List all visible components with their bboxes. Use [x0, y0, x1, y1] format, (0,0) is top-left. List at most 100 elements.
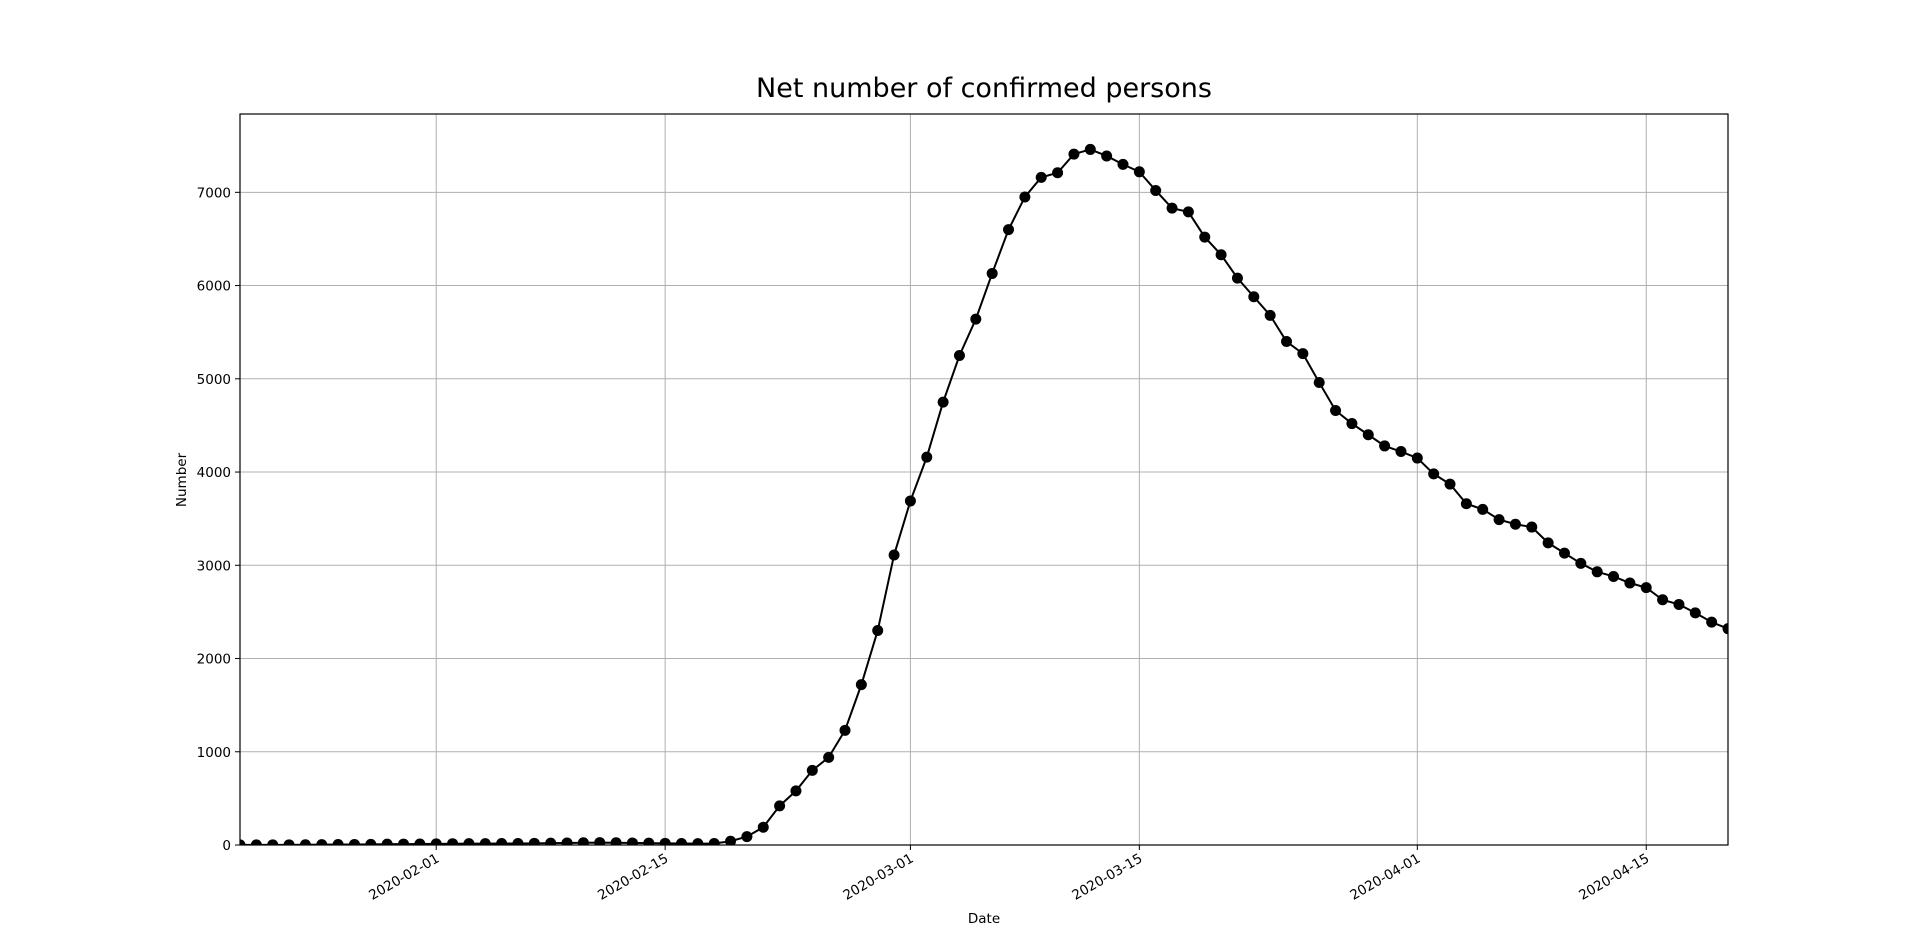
data-point — [1624, 577, 1636, 589]
data-point — [675, 838, 687, 845]
chart-title: Net number of confirmed persons — [756, 73, 1212, 104]
data-point — [888, 549, 900, 561]
data-point — [1052, 167, 1064, 179]
data-point — [414, 838, 426, 845]
data-point — [1509, 518, 1521, 530]
data-point — [561, 837, 573, 845]
data-point — [1608, 570, 1620, 582]
data-point — [774, 800, 786, 812]
data-point — [348, 838, 360, 845]
data-point — [1035, 171, 1047, 183]
data-point — [1558, 547, 1570, 559]
data-point — [528, 837, 540, 845]
data-point — [1575, 557, 1587, 569]
y-tick-label: 1000 — [197, 745, 231, 761]
data-point — [725, 835, 737, 845]
data-point — [643, 837, 655, 845]
data-point — [921, 451, 933, 463]
data-point — [1411, 452, 1423, 464]
x-tick-label: 2020-03-01 — [840, 851, 916, 904]
data-point — [1477, 503, 1489, 515]
series-line — [240, 148, 1728, 845]
x-tick-label: 2020-03-15 — [1069, 851, 1145, 904]
data-point — [626, 837, 638, 845]
data-point — [790, 785, 802, 797]
data-point — [1722, 623, 1728, 635]
ticks: 0 1000 2000 3000 4000 5000 6000 7000 2020-02-01 2… — [197, 185, 1653, 903]
data-point — [479, 838, 491, 845]
data-point — [1182, 206, 1194, 218]
data-point — [545, 837, 557, 845]
data-point — [610, 837, 622, 845]
data-point — [872, 625, 884, 637]
data-point — [1428, 468, 1440, 480]
data-point — [381, 838, 393, 845]
data-point — [708, 838, 720, 845]
data-point — [937, 396, 949, 408]
data-point — [1215, 249, 1227, 261]
data-point — [1019, 191, 1031, 203]
y-tick-label: 5000 — [197, 372, 231, 388]
data-point — [594, 837, 606, 845]
data-point — [1444, 478, 1456, 490]
data-point — [512, 838, 524, 845]
data-point — [1117, 158, 1129, 170]
data-point — [316, 839, 328, 845]
data-point — [496, 838, 508, 845]
data-point — [1003, 224, 1015, 236]
data-point — [299, 839, 311, 845]
data-point — [1264, 309, 1276, 321]
data-point — [1395, 446, 1407, 458]
x-tick-label: 2020-02-01 — [366, 851, 442, 904]
data-point — [1199, 231, 1211, 243]
data-point — [1689, 607, 1701, 619]
x-tick-label: 2020-04-15 — [1576, 851, 1652, 904]
data-point — [463, 838, 475, 845]
x-tick-label: 2020-02-15 — [595, 851, 671, 904]
x-axis-label: Date — [968, 911, 1000, 927]
data-point — [1346, 418, 1358, 430]
y-tick-label: 2000 — [197, 652, 231, 668]
data-point — [1313, 377, 1325, 389]
data-point — [430, 838, 442, 845]
data-point — [1084, 143, 1096, 155]
data-point — [1706, 616, 1718, 628]
data-point — [1362, 429, 1374, 441]
y-axis-label: Number — [174, 452, 190, 507]
data-point — [806, 764, 818, 776]
data-point — [757, 821, 769, 833]
data-point — [1591, 566, 1603, 578]
data-point — [823, 751, 835, 763]
data-point — [398, 838, 410, 845]
data-point — [1526, 521, 1538, 533]
data-point — [839, 724, 851, 736]
y-tick-label: 4000 — [197, 465, 231, 481]
data-point — [1542, 537, 1554, 549]
data-point — [577, 837, 589, 845]
data-point — [1640, 582, 1652, 594]
data-point — [1379, 440, 1391, 452]
data-point — [447, 838, 459, 845]
x-tick-label: 2020-04-01 — [1347, 851, 1423, 904]
data-point — [1330, 405, 1342, 417]
grid — [240, 114, 1728, 846]
data-point — [283, 839, 295, 845]
data-point — [1281, 336, 1293, 348]
data-point — [970, 313, 982, 325]
data-point — [1248, 291, 1260, 303]
data-point — [855, 679, 867, 691]
data-point — [1166, 202, 1178, 214]
data-point — [240, 839, 246, 845]
y-tick-label: 6000 — [197, 279, 231, 295]
data-point — [365, 838, 377, 845]
data-point — [1673, 598, 1685, 610]
y-tick-label: 0 — [222, 838, 231, 854]
data-point — [267, 839, 279, 845]
plot-area — [240, 143, 1728, 845]
data-point — [904, 495, 916, 507]
data-point — [1133, 166, 1145, 178]
data-point — [692, 838, 704, 845]
data-point — [1150, 184, 1162, 196]
data-point — [1297, 348, 1309, 360]
